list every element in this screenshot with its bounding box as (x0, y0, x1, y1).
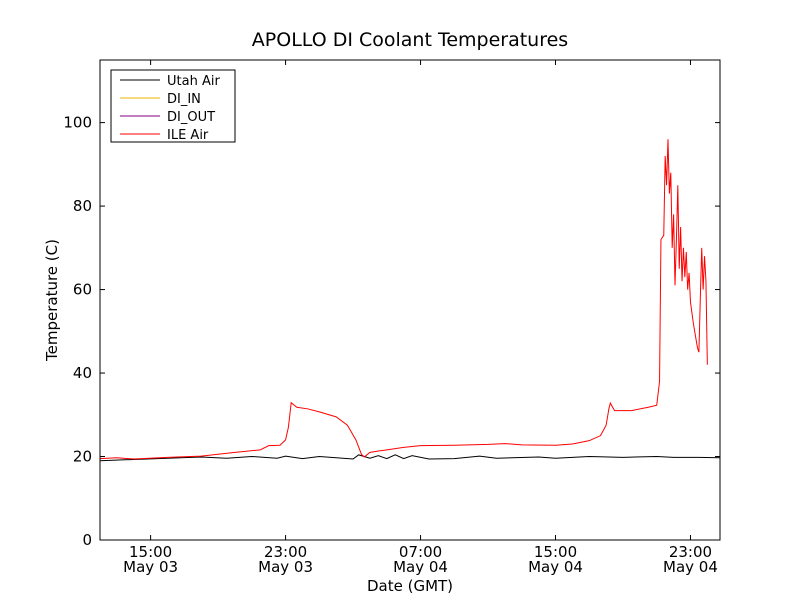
x-tick-label-time: 07:00 (399, 543, 442, 561)
x-tick-label-time: 23:00 (264, 543, 307, 561)
x-tick-label-date: May 03 (258, 558, 313, 576)
series-line-3 (99, 139, 708, 460)
x-tick-label-date: May 04 (528, 558, 583, 576)
y-axis: 0 20 40 60 80 100 (63, 114, 720, 549)
y-tick-label: 0 (82, 531, 92, 549)
legend-entry-label: DI_IN (167, 92, 201, 107)
x-tick-label-time: 15:00 (129, 543, 172, 561)
y-axis-label: Temperature (C) (43, 239, 61, 362)
x-tick-label-date: May 04 (663, 558, 718, 576)
x-tick-label-time: 23:00 (669, 543, 712, 561)
x-tick-label-time: 15:00 (534, 543, 577, 561)
y-tick-label: 60 (73, 281, 92, 299)
chart-title: APOLLO DI Coolant Temperatures (252, 29, 568, 51)
x-axis-label: Date (GMT) (367, 577, 453, 595)
legend-entry-label: ILE Air (167, 128, 209, 143)
series-line-0 (99, 454, 721, 462)
y-tick-label: 40 (73, 364, 92, 382)
plot-series (99, 139, 721, 462)
legend: Utah Air DI_IN DI_OUT ILE Air (110, 69, 236, 143)
y-tick-label: 20 (73, 448, 92, 466)
legend-entry-label: Utah Air (167, 74, 220, 89)
y-tick-label: 100 (63, 114, 92, 132)
y-tick-label: 80 (73, 197, 92, 215)
legend-box (110, 69, 236, 143)
x-tick-label-date: May 03 (123, 558, 178, 576)
plot-frame (99, 59, 721, 541)
legend-entry-label: DI_OUT (167, 110, 215, 125)
x-tick-label-date: May 04 (393, 558, 448, 576)
